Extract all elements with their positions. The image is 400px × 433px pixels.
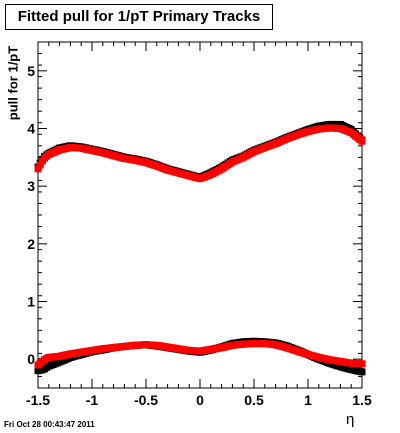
- y-tick-label: 0: [27, 351, 35, 367]
- plot-frame: [37, 41, 363, 389]
- data-markers: [34, 120, 366, 376]
- y-tick-label: 3: [27, 178, 35, 194]
- x-tick-label: 1.5: [352, 392, 372, 408]
- y-tick-label: 4: [27, 121, 35, 137]
- x-tick-label: 0.5: [244, 392, 264, 408]
- x-tick-label: -1.5: [26, 392, 50, 408]
- y-axis-label-box: pull for 1/pT: [3, 38, 23, 128]
- y-tick-label: 2: [27, 236, 35, 252]
- data-point-red-lower: [358, 360, 366, 368]
- chart-title: Fitted pull for 1/pT Primary Tracks: [5, 4, 273, 30]
- x-tick-label: 0: [196, 392, 204, 408]
- data-point-red-upper: [36, 161, 44, 169]
- timestamp: Fri Oct 28 00:43:47 2011: [4, 420, 95, 429]
- x-tick-label: -0.5: [134, 392, 158, 408]
- y-axis-label: pull for 1/pT: [5, 45, 21, 121]
- x-axis-label: η: [346, 411, 355, 428]
- x-tick-label: 1: [304, 392, 312, 408]
- y-tick-label: 5: [27, 63, 35, 79]
- y-tick-label: 1: [27, 294, 35, 310]
- data-point-red-upper: [358, 137, 366, 145]
- x-tick-label: -1: [86, 392, 99, 408]
- data-point-black-lower: [358, 368, 366, 376]
- data-point-red-upper: [34, 165, 42, 173]
